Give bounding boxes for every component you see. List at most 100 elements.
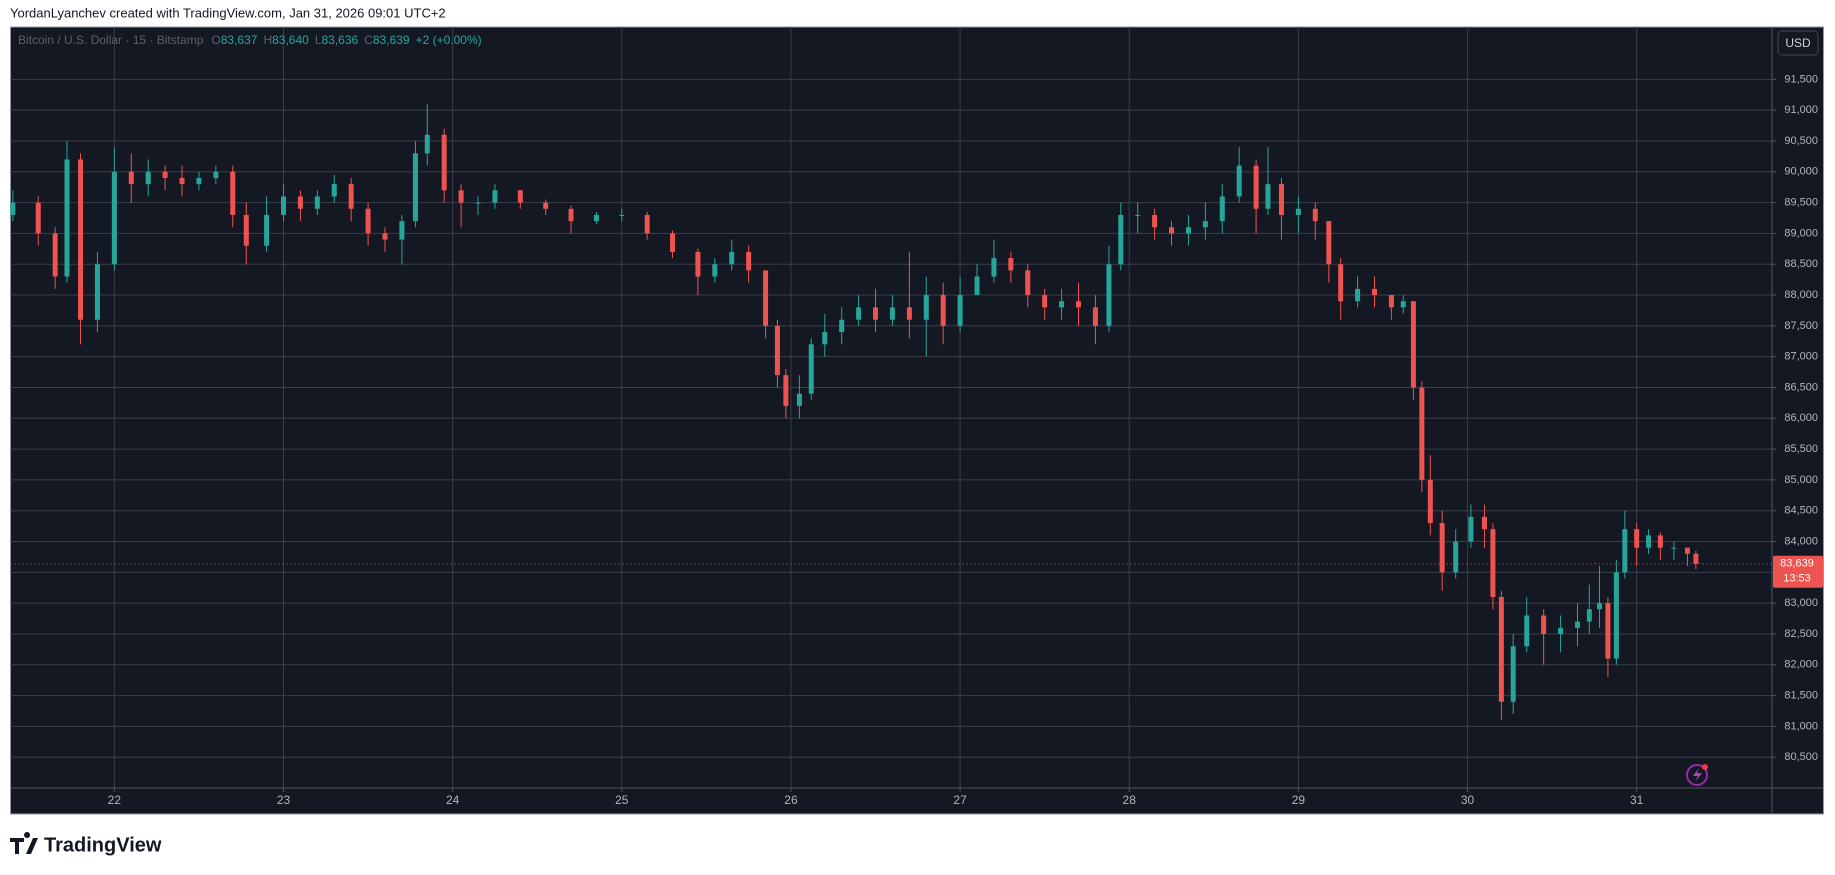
candle-body <box>94 264 100 320</box>
x-tick-label: 28 <box>1123 793 1137 807</box>
y-tick-label: 81,000 <box>1784 720 1818 732</box>
candle-body <box>1541 615 1547 634</box>
candle-body <box>441 134 447 191</box>
candle-body <box>1372 288 1378 296</box>
chart-frame <box>10 26 1824 815</box>
candle-body <box>712 264 718 277</box>
ohlc-label: C <box>364 33 373 47</box>
y-tick-label: 89,000 <box>1784 227 1818 239</box>
y-tick-label: 90,500 <box>1784 135 1818 147</box>
x-tick-label: 29 <box>1292 793 1306 807</box>
candle-body <box>179 177 185 185</box>
candle-body <box>1295 208 1301 215</box>
candle-body <box>213 171 219 178</box>
symbol-title: Bitcoin / U.S. Dollar · 15 · Bitstamp <box>18 33 204 47</box>
candle-body <box>1510 646 1516 702</box>
candle-body <box>230 171 236 215</box>
candle-body <box>1646 535 1652 548</box>
candle-body <box>382 233 388 240</box>
candle-body <box>957 295 963 326</box>
candle-body <box>822 332 828 345</box>
candle-body <box>1498 596 1504 702</box>
candle-body <box>1338 264 1344 302</box>
candle-body <box>1278 184 1284 215</box>
candle-body <box>1693 553 1699 564</box>
legend: Bitcoin / U.S. Dollar · 15 · Bitstamp O 8… <box>18 33 482 47</box>
candle-body <box>746 251 752 271</box>
candle-body <box>1059 301 1065 308</box>
candle-body <box>399 221 405 240</box>
candle-body <box>365 208 371 234</box>
alert-icon-ring[interactable] <box>1686 764 1708 786</box>
candle-body <box>1075 301 1081 308</box>
candle-body <box>128 171 134 185</box>
alert-icon[interactable] <box>1686 764 1708 786</box>
candle-body <box>1118 214 1124 265</box>
candle-body <box>593 214 599 222</box>
candle-body <box>1481 516 1487 530</box>
candle-body <box>763 270 769 326</box>
candle-body <box>923 295 929 320</box>
candle-body <box>162 171 168 178</box>
currency-button[interactable] <box>1777 30 1819 56</box>
y-tick-label: 82,000 <box>1784 659 1818 671</box>
candle-body <box>264 214 270 246</box>
candle-body <box>1202 221 1208 228</box>
ohlc-label: H <box>263 33 272 47</box>
candle-body <box>1253 165 1259 209</box>
candle-body <box>196 177 202 185</box>
candle-body <box>1008 258 1014 271</box>
y-tick-label: 89,500 <box>1784 197 1818 209</box>
footer-logo: TradingView <box>10 832 162 856</box>
ohlc-label: L <box>315 33 322 47</box>
candle-body <box>1524 615 1530 647</box>
alert-dot[interactable] <box>1702 764 1708 770</box>
candle-body <box>331 184 337 197</box>
x-tick-label: 24 <box>446 793 460 807</box>
candle-body <box>1453 541 1459 573</box>
y-tick-label: 86,000 <box>1784 412 1818 424</box>
candle-body <box>974 276 980 296</box>
candle-body <box>774 325 780 376</box>
candle-body <box>348 184 354 209</box>
candle-body <box>873 307 879 320</box>
candle-body <box>1092 307 1098 326</box>
candle-body <box>991 258 997 277</box>
ohlc-value: 83,639 <box>373 33 410 47</box>
y-tick-label: 86,500 <box>1784 381 1818 393</box>
candle-body <box>1169 227 1175 234</box>
ohlc-label: O <box>211 33 220 47</box>
y-tick-label: 87,500 <box>1784 320 1818 332</box>
candle-body <box>243 214 249 246</box>
candle-body <box>1657 535 1663 548</box>
candle-body <box>412 153 418 222</box>
y-tick-label: 88,500 <box>1784 258 1818 270</box>
x-tick-label: 22 <box>108 793 122 807</box>
candle-body <box>1106 264 1112 326</box>
candle-body <box>1152 214 1158 228</box>
candles <box>10 104 1772 721</box>
candle-body <box>1439 523 1445 573</box>
candle-body <box>52 233 58 277</box>
alert-icon-bolt[interactable] <box>1693 768 1702 782</box>
candle-body <box>670 233 676 252</box>
candle-body <box>543 202 549 209</box>
candle-body <box>1312 208 1318 222</box>
y-tick-label: 83,000 <box>1784 597 1818 609</box>
candle-body <box>78 159 84 320</box>
candle-body <box>808 344 814 394</box>
candle-body <box>1025 270 1031 296</box>
grid <box>10 27 1776 792</box>
candle-body <box>906 307 912 320</box>
ohlc-value: 83,636 <box>322 33 359 47</box>
candle-body <box>314 196 320 209</box>
header: YordanLyanchev created with TradingView.… <box>10 5 446 20</box>
candle-body <box>517 190 523 203</box>
y-tick-label: 85,500 <box>1784 443 1818 455</box>
currency[interactable]: USD <box>1785 36 1811 50</box>
y-tick-label: 80,500 <box>1784 751 1818 763</box>
y-tick-label: 87,000 <box>1784 351 1818 363</box>
candle-body <box>796 393 802 406</box>
y-tick-label: 91,000 <box>1784 104 1818 116</box>
